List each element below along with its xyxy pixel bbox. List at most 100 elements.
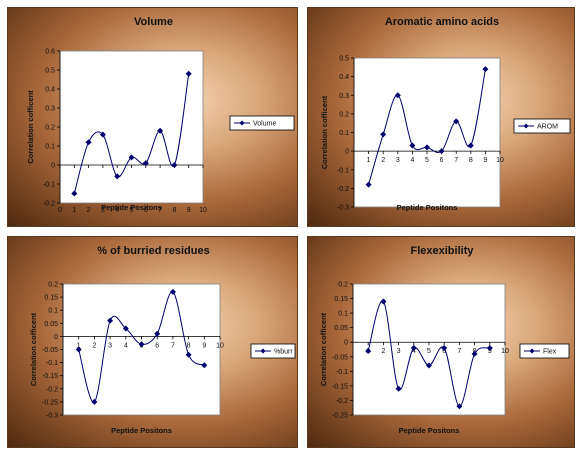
y-tick-label: 0.15 bbox=[44, 295, 58, 302]
y-tick-label: 0.15 bbox=[334, 296, 348, 303]
x-tick-label: 1 bbox=[367, 157, 371, 164]
data-point bbox=[410, 345, 417, 352]
data-point bbox=[365, 181, 372, 188]
x-tick-label: 2 bbox=[87, 207, 91, 214]
x-tick-label: 6 bbox=[440, 157, 444, 164]
x-tick-label: 7 bbox=[158, 207, 162, 214]
y-axis-label: Correlation cofficent bbox=[319, 312, 328, 386]
chart-panel-volume: Volume -0.2 -0.1 0 0.1 0.2 0.3 0.4 0.5 0.6 0 1 2 3 4 5 6… bbox=[7, 7, 298, 227]
y-tick-label: 0 bbox=[345, 149, 349, 156]
x-tick-label: 4 bbox=[124, 342, 128, 349]
chart-panel-flexibility: Flexexibility -0.25 -0.2 -0.15 -0.1 -0.05 0 0.0… bbox=[307, 236, 575, 448]
x-tick-label: 4 bbox=[410, 157, 414, 164]
y-tick-label: 0.6 bbox=[45, 49, 55, 56]
y-tick-label: 0.3 bbox=[339, 93, 349, 100]
y-tick-label: -0.2 bbox=[43, 201, 55, 208]
plot-area bbox=[62, 283, 221, 416]
y-tick-label: 0.2 bbox=[48, 282, 58, 289]
y-tick-label: -0.15 bbox=[332, 383, 348, 390]
data-point bbox=[99, 131, 106, 138]
x-tick-label: 2 bbox=[92, 342, 96, 349]
y-tick-label: 0.3 bbox=[45, 106, 55, 113]
data-point bbox=[85, 139, 92, 146]
x-tick-label: 2 bbox=[381, 157, 385, 164]
data-point bbox=[438, 148, 445, 155]
x-tick-label: 3 bbox=[108, 342, 112, 349]
y-tick-label: 0.4 bbox=[339, 74, 349, 81]
x-tick-label: 1 bbox=[77, 342, 81, 349]
data-point bbox=[380, 131, 387, 138]
x-tick-label: 5 bbox=[130, 207, 134, 214]
data-point bbox=[171, 162, 178, 168]
y-tick-label: -0.3 bbox=[46, 413, 58, 420]
y-tick-label: 0 bbox=[344, 340, 348, 347]
legend-label: Flex bbox=[543, 349, 557, 356]
x-tick-label: 3 bbox=[397, 348, 401, 355]
y-tick-label: -0.25 bbox=[332, 413, 348, 420]
chart-panel-burried: % of burried residues -0.3 -0.25 -0.2 -0.15 -… bbox=[7, 236, 298, 448]
y-tick-label: -0.05 bbox=[332, 354, 348, 361]
x-tick-label: 5 bbox=[427, 348, 431, 355]
x-axis-label: Peptide Positons bbox=[111, 426, 172, 435]
data-point bbox=[467, 142, 474, 149]
y-tick-label: -0.2 bbox=[336, 398, 348, 405]
x-axis-label: Peptide Positons bbox=[397, 203, 458, 212]
data-point bbox=[185, 70, 192, 77]
x-tick-label: 9 bbox=[488, 348, 492, 355]
y-axis-label: Correlation cofficent bbox=[29, 312, 38, 386]
plot-area bbox=[352, 283, 506, 416]
data-point bbox=[154, 330, 161, 337]
x-tick-label: 6 bbox=[155, 342, 159, 349]
legend-box bbox=[250, 343, 296, 359]
x-tick-label: 3 bbox=[396, 157, 400, 164]
legend-label: Volume bbox=[253, 121, 276, 128]
x-tick-label: 0 bbox=[58, 207, 62, 214]
data-point bbox=[107, 317, 114, 324]
x-tick-label: 8 bbox=[469, 157, 473, 164]
x-tick-label: 10 bbox=[199, 207, 207, 214]
data-point bbox=[441, 345, 448, 352]
legend-box bbox=[229, 115, 295, 131]
legend-box bbox=[519, 343, 570, 359]
x-tick-label: 9 bbox=[483, 157, 487, 164]
chart-title: Aromatic amino acids bbox=[385, 16, 499, 28]
y-tick-label: -0.2 bbox=[337, 186, 349, 193]
data-point bbox=[138, 341, 145, 348]
data-point bbox=[482, 66, 489, 73]
x-tick-label: 7 bbox=[454, 157, 458, 164]
data-point bbox=[114, 173, 121, 180]
plot-area bbox=[59, 50, 204, 204]
x-tick-label: 1 bbox=[72, 207, 76, 214]
data-point bbox=[456, 403, 463, 410]
x-tick-label: 3 bbox=[101, 207, 105, 214]
legend-label: AROM bbox=[537, 124, 558, 131]
chart-panel-aromatic: Aromatic amino acids -0.3 -0.2 -0.1 0 0.1 0.2 0… bbox=[307, 7, 575, 227]
chart-svg: % of burried residues -0.3 -0.25 -0.2 -0.15 -… bbox=[29, 245, 296, 435]
y-tick-label: 0.5 bbox=[339, 56, 349, 63]
x-tick-label: 6 bbox=[144, 207, 148, 214]
data-point bbox=[71, 190, 78, 197]
y-tick-label: 0.5 bbox=[45, 68, 55, 75]
x-tick-label: 6 bbox=[442, 348, 446, 355]
data-point bbox=[365, 347, 372, 354]
data-point bbox=[426, 362, 432, 369]
x-tick-label: 10 bbox=[216, 342, 224, 349]
data-point bbox=[486, 345, 493, 352]
data-point bbox=[128, 154, 135, 161]
chart-svg: Aromatic amino acids -0.3 -0.2 -0.1 0 0.1 0.2 0… bbox=[320, 16, 571, 212]
x-tick-label: 10 bbox=[501, 348, 509, 355]
x-tick-label: 4 bbox=[412, 348, 416, 355]
data-point bbox=[122, 325, 129, 332]
x-tick-label: 10 bbox=[496, 157, 504, 164]
data-point bbox=[471, 350, 478, 357]
plot-area bbox=[353, 57, 501, 208]
chart-title: % of burried residues bbox=[97, 245, 209, 257]
y-tick-label: 0.05 bbox=[334, 325, 348, 332]
y-tick-label: 0.2 bbox=[339, 111, 349, 118]
chart-title: Flexexibility bbox=[411, 245, 475, 257]
data-point bbox=[453, 118, 460, 125]
y-tick-label: 0.1 bbox=[338, 311, 348, 318]
data-point bbox=[394, 92, 401, 99]
y-tick-label: 0.1 bbox=[45, 144, 55, 151]
y-tick-label: 0.1 bbox=[339, 130, 349, 137]
